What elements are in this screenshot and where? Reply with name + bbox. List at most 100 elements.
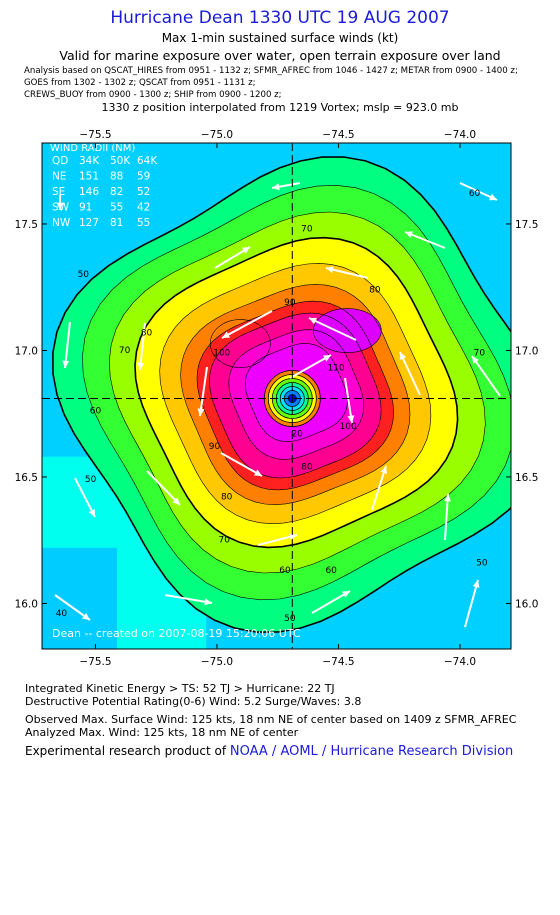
contour-label-18: 60 <box>279 566 291 576</box>
y-tick-label-left-0: 16.0 <box>15 598 38 610</box>
x-tick-label-bottom-3: −74.0 <box>444 656 476 668</box>
wind-radii-cell: 55 <box>110 202 123 214</box>
contour-line-0 <box>52 156 511 633</box>
wind-radii-header-3: 64K <box>137 155 158 167</box>
contour-label-1: 70 <box>301 225 313 235</box>
ike-line: Integrated Kinetic Energy > TS: 52 TJ > … <box>25 682 335 695</box>
wind-arrow-1 <box>404 231 446 249</box>
wind-arrow-0 <box>459 182 498 201</box>
contour-label-6: 80 <box>141 328 153 338</box>
x-tick-label-bottom-2: −74.5 <box>322 656 354 668</box>
x-tick-label-top-2: −74.5 <box>322 129 354 141</box>
wind-radii-cell: NW <box>52 217 71 229</box>
contour-label-9: 50 <box>78 270 90 280</box>
wind-arrow-2 <box>471 355 501 397</box>
validity-note: Valid for marine exposure over water, op… <box>59 48 501 63</box>
contour-label-16: 80 <box>221 493 233 503</box>
observed-max-line: Observed Max. Surface Wind: 125 kts, 18 … <box>25 713 517 726</box>
wind-arrow-19 <box>146 470 181 506</box>
plot-frame <box>41 142 512 650</box>
y-tick-label-right-1: 16.5 <box>515 472 538 484</box>
x-tick-label-top-0: −75.5 <box>79 129 111 141</box>
analyzed-max-line: Analyzed Max. Wind: 125 kts, 18 nm NE of… <box>25 726 299 739</box>
hrd-link[interactable]: NOAA / AOML / Hurricane Research Divisio… <box>229 744 514 759</box>
wind-arrow-20 <box>54 594 91 621</box>
x-tick-label-top-3: −74.0 <box>444 129 476 141</box>
wind-radii-cell: 42 <box>137 202 150 214</box>
wind-radii-cell: 88 <box>110 171 123 183</box>
wind-radii-cell: 91 <box>79 202 92 214</box>
x-tick-label-top-1: −75.0 <box>201 129 233 141</box>
wind-arrow-17 <box>62 321 71 369</box>
contour-line-7 <box>209 312 382 479</box>
wind-radii-table: WIND RADII (NM)QD 34K 50K 64K NE 151 88 59 SE 146… <box>50 143 158 229</box>
wind-radii-cell: 146 <box>79 186 99 198</box>
contour-line-1 <box>82 184 511 601</box>
wind-field-plot: 60 70 80 90 100 110 80 70 70 50 60 50 90 80 100 20 80 70 6… <box>15 129 539 668</box>
analysis-sources-line-1: Analysis based on QSCAT_HIRES from 0951 … <box>24 66 518 76</box>
contour-label-14: 100 <box>340 422 357 432</box>
wind-arrow-21 <box>164 594 213 606</box>
x-tick-label-bottom-1: −75.0 <box>201 656 233 668</box>
x-tick-label-bottom-0: −75.5 <box>79 656 111 668</box>
wind-arrow-8 <box>464 579 480 628</box>
wind-arrow-14 <box>197 366 208 417</box>
contour-label-12: 90 <box>209 442 221 452</box>
creation-credit: Dean -- created on 2007-08-19 15:20:06 U… <box>52 627 301 640</box>
contour-label-7: 70 <box>119 346 131 356</box>
position-note: 1330 z position interpolated from 1219 V… <box>101 101 459 114</box>
wind-arrow-23 <box>257 533 298 546</box>
wind-arrow-25 <box>56 195 64 210</box>
dpr-line: Destructive Potential Rating(0-6) Wind: … <box>25 695 362 708</box>
wind-radii-header-1: 34K <box>79 155 100 167</box>
analysis-sources-line-2: GOES from 1302 - 1302 z; QSCAT from 0951… <box>24 78 256 88</box>
y-tick-label-left-3: 17.5 <box>15 219 38 231</box>
y-tick-label-right-2: 17.0 <box>515 345 538 357</box>
contour-label-8: 70 <box>474 349 486 359</box>
wind-radii-cell: 151 <box>79 171 99 183</box>
contour-label-3: 90 <box>284 298 296 308</box>
contour-line-9 <box>244 343 348 442</box>
contour-line-5 <box>180 284 411 506</box>
wind-radii-title: WIND RADII (NM) <box>50 143 135 154</box>
contour-label-17: 70 <box>219 536 231 546</box>
chart-title: Hurricane Dean 1330 UTC 19 AUG 2007 <box>110 8 450 28</box>
band-lowest-southwest <box>42 547 118 649</box>
wind-radii-header-0: QD <box>52 155 68 167</box>
contour-label-10: 60 <box>90 407 102 417</box>
wind-radii-cell: 55 <box>137 217 150 229</box>
analysis-sources-line-3: CREWS_BUOY from 0900 - 1300 z; SHIP from… <box>24 90 282 100</box>
contour-label-5: 110 <box>327 364 344 374</box>
contour-labels: 60 70 80 90 100 110 80 70 70 50 60 50 90 80 100 20 80 70 6… <box>56 189 488 624</box>
max-wind-lobe-ne-line <box>312 308 382 353</box>
max-wind-lobe-ne <box>313 308 382 353</box>
y-tick-label-left-1: 16.5 <box>15 472 38 484</box>
wind-radii-cell: 52 <box>137 186 150 198</box>
wind-radii-cell: 59 <box>137 171 150 183</box>
wind-arrow-16 <box>137 322 146 371</box>
wind-arrow-7 <box>444 493 451 541</box>
wind-radii-cell: NE <box>52 171 67 183</box>
wind-radii-cell: 127 <box>79 217 99 229</box>
wind-radii-cell: 81 <box>110 217 123 229</box>
y-tick-label-right-3: 17.5 <box>515 219 538 231</box>
wind-arrow-13 <box>214 246 251 269</box>
contour-line-6 <box>196 300 394 491</box>
wind-arrow-24 <box>271 182 301 191</box>
chart-subtitle: Max 1-min sustained surface winds (kt) <box>161 31 399 45</box>
contour-line-8 <box>228 329 365 460</box>
contour-label-13: 80 <box>301 462 313 472</box>
research-credit: Experimental research product of NOAA / … <box>25 744 513 759</box>
axes: −75.5 −75.5 −75.0 −75.0 −74.5 −74.5 −74.0 −74.0… <box>15 129 539 668</box>
contour-label-2: 80 <box>369 285 381 295</box>
wind-radii-cell: SW <box>52 202 70 214</box>
storm-center-crosshair <box>42 143 511 649</box>
wind-radii-cell: SE <box>52 186 65 198</box>
contour-label-4: 100 <box>213 349 230 359</box>
wind-arrow-11 <box>325 266 369 279</box>
wind-arrow-12 <box>221 310 273 339</box>
research-prefix: Experimental research product of <box>25 744 230 758</box>
contour-label-22: 40 <box>56 609 68 619</box>
y-tick-label-right-0: 16.0 <box>515 598 538 610</box>
wind-arrow-10 <box>308 317 357 341</box>
